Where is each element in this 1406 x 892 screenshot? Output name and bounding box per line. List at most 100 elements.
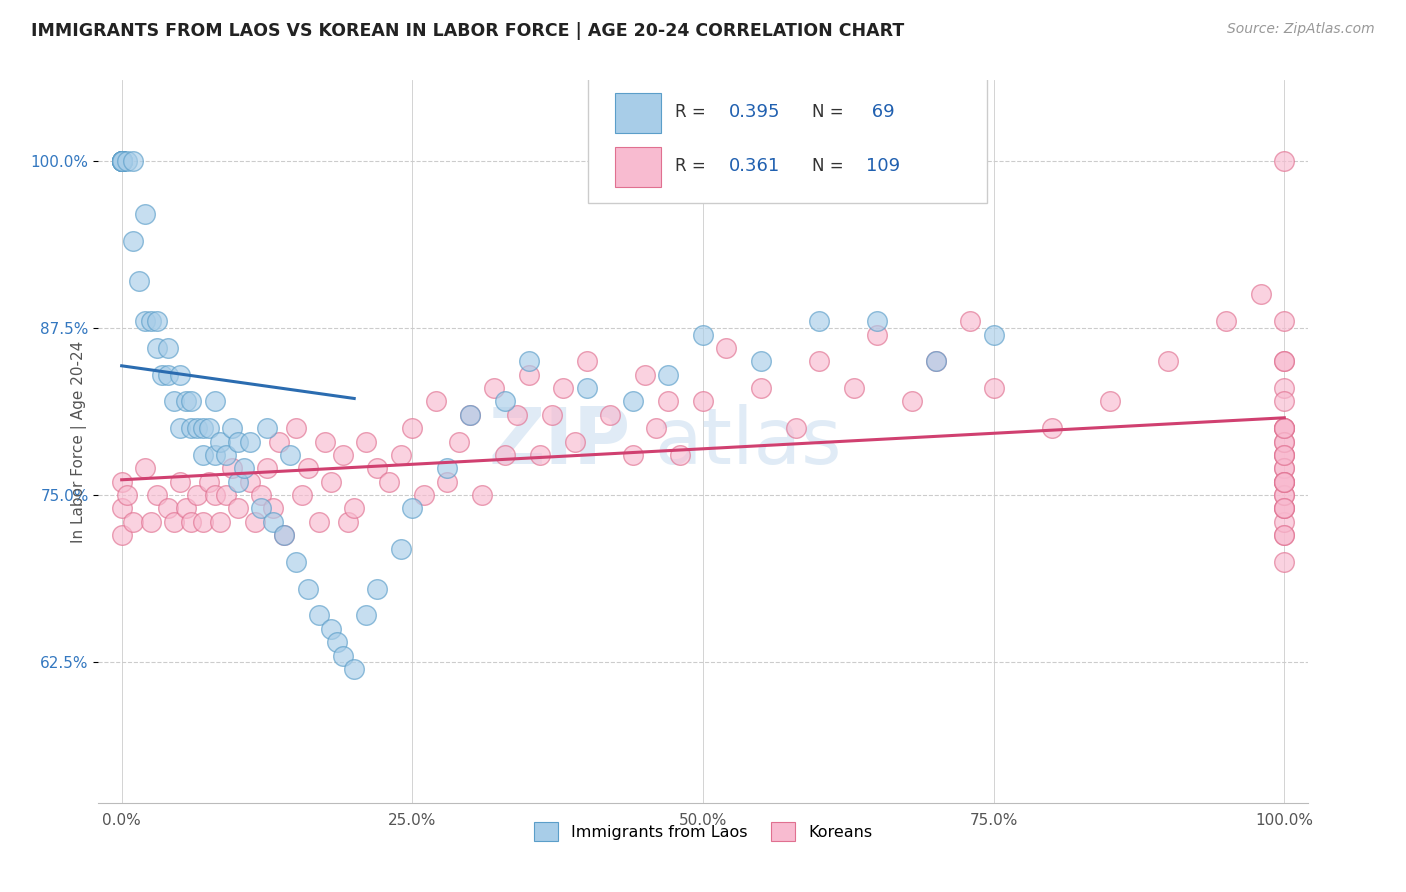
Point xyxy=(808,354,831,368)
Point xyxy=(262,515,284,529)
Point xyxy=(145,314,167,328)
Point xyxy=(117,153,139,168)
Point xyxy=(378,475,401,489)
Point xyxy=(111,153,134,168)
Point xyxy=(1272,153,1295,168)
Point xyxy=(285,555,308,569)
Point xyxy=(291,488,314,502)
Point xyxy=(1272,528,1295,542)
Text: 109: 109 xyxy=(866,157,900,175)
Point xyxy=(239,434,262,449)
Point xyxy=(1272,448,1295,462)
Point xyxy=(1098,394,1121,409)
Point xyxy=(111,153,134,168)
Text: atlas: atlas xyxy=(655,403,842,480)
Point xyxy=(191,515,214,529)
Point xyxy=(226,501,249,516)
Point xyxy=(250,488,273,502)
Point xyxy=(1272,475,1295,489)
Point xyxy=(169,421,191,435)
Point xyxy=(447,434,470,449)
Point xyxy=(482,381,505,395)
Point xyxy=(111,153,134,168)
Text: 0.361: 0.361 xyxy=(728,157,780,175)
Point xyxy=(285,421,308,435)
Point xyxy=(111,153,134,168)
Point xyxy=(983,327,1005,342)
Point xyxy=(413,488,436,502)
Point xyxy=(621,394,644,409)
Point xyxy=(1272,488,1295,502)
FancyBboxPatch shape xyxy=(614,146,661,187)
Point xyxy=(389,448,412,462)
Point xyxy=(983,381,1005,395)
Point xyxy=(111,528,134,542)
Point xyxy=(134,461,156,475)
Point xyxy=(366,461,388,475)
Point xyxy=(1157,354,1180,368)
Point xyxy=(866,314,889,328)
Point xyxy=(111,153,134,168)
Point xyxy=(191,421,214,435)
Point xyxy=(337,515,360,529)
Point xyxy=(221,461,243,475)
Point xyxy=(204,394,226,409)
Point xyxy=(343,501,366,516)
Point xyxy=(924,354,946,368)
Point xyxy=(332,448,354,462)
Point xyxy=(1272,555,1295,569)
Point xyxy=(256,421,278,435)
Point xyxy=(209,515,232,529)
Point xyxy=(186,488,208,502)
Point xyxy=(1272,354,1295,368)
Text: R =: R = xyxy=(675,103,711,121)
Point xyxy=(575,381,598,395)
Point xyxy=(297,461,319,475)
Point xyxy=(1272,501,1295,516)
Point xyxy=(111,475,134,489)
Point xyxy=(163,515,186,529)
Point xyxy=(198,421,221,435)
Point xyxy=(401,421,423,435)
Point xyxy=(267,434,290,449)
Point xyxy=(844,381,866,395)
Point xyxy=(174,501,197,516)
Legend: Immigrants from Laos, Koreans: Immigrants from Laos, Koreans xyxy=(526,814,880,849)
Point xyxy=(174,394,197,409)
Point xyxy=(191,448,214,462)
Point xyxy=(1272,475,1295,489)
Point xyxy=(278,448,301,462)
Point xyxy=(1272,461,1295,475)
Point xyxy=(866,327,889,342)
Point xyxy=(128,274,150,288)
Point xyxy=(198,475,221,489)
Point xyxy=(1272,394,1295,409)
Text: R =: R = xyxy=(675,157,711,175)
Point xyxy=(326,635,349,649)
Text: N =: N = xyxy=(811,103,849,121)
Point xyxy=(1272,421,1295,435)
Point xyxy=(716,341,738,355)
Point xyxy=(157,341,180,355)
Point xyxy=(332,648,354,663)
Point xyxy=(1272,381,1295,395)
Point xyxy=(262,501,284,516)
Point xyxy=(111,153,134,168)
Point xyxy=(111,153,134,168)
Point xyxy=(111,153,134,168)
Point xyxy=(232,461,254,475)
Point xyxy=(575,354,598,368)
Point xyxy=(122,515,145,529)
Point xyxy=(319,622,342,636)
Point xyxy=(1272,421,1295,435)
Point xyxy=(122,153,145,168)
Point xyxy=(1272,354,1295,368)
Point xyxy=(460,408,482,422)
Point xyxy=(1272,421,1295,435)
Point xyxy=(1040,421,1063,435)
Point xyxy=(1272,475,1295,489)
Point xyxy=(389,541,412,556)
Point xyxy=(1272,488,1295,502)
Point xyxy=(1272,461,1295,475)
Point xyxy=(354,434,377,449)
